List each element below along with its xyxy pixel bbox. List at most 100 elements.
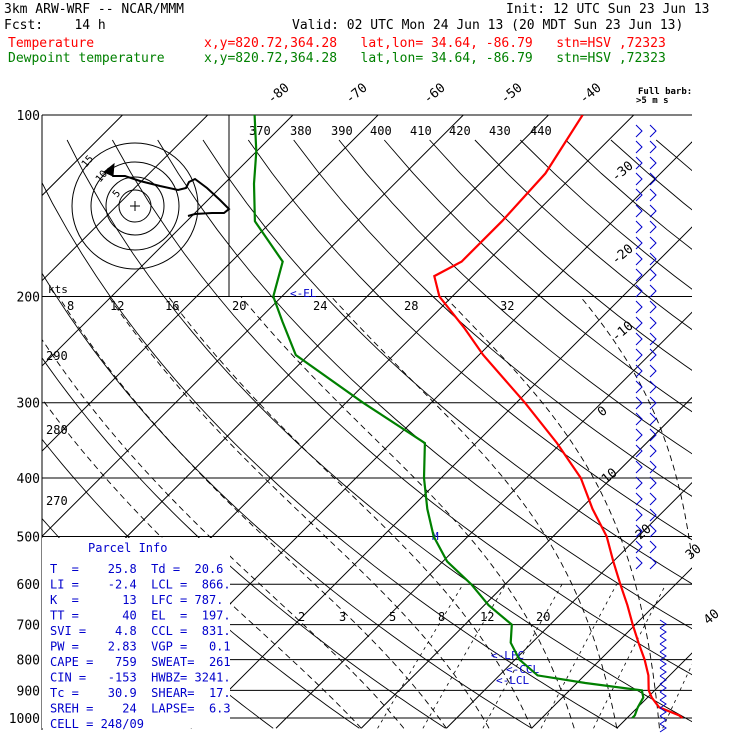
hodo-speed-label: 28: [404, 299, 418, 313]
hodo-speed-label: 32: [500, 299, 514, 313]
hodo-speed-label: 8: [67, 299, 74, 313]
wind-barb-icon: [635, 140, 657, 154]
pressure-tick-label: 700: [17, 619, 40, 634]
wind-barb-icon: [659, 659, 667, 669]
init-time: Init: 12 UTC Sun 23 Jun 13: [506, 2, 710, 17]
isotherm-line: [446, 481, 692, 729]
wind-barb-icon: [635, 156, 657, 170]
isotherm-line: [360, 396, 692, 729]
parcel-row: CAPE = 759 SWEAT= 261: [50, 655, 231, 669]
isotherm-label: 30: [683, 542, 705, 564]
mixing-ratio-line: [593, 584, 667, 729]
wind-barb-icon: [659, 667, 667, 677]
hodo-speed-label: 16: [165, 299, 179, 313]
wind-barb-icon: [635, 172, 657, 186]
wind-barbs: [635, 124, 667, 733]
parcel-row: CELL = 248/09: [50, 717, 144, 731]
wind-barb-icon: [659, 723, 667, 733]
parcel-row: LI = -2.4 LCL = 866.: [50, 578, 231, 592]
isotherm-line: [42, 115, 294, 367]
dry-adiabat-line: [519, 139, 692, 290]
isotherm-line: [42, 115, 549, 623]
hodograph-trace: [107, 167, 231, 217]
mixing-ratio-line: [377, 583, 464, 729]
dewpoint-location: x,y=820.72,364.28 lat,lon= 34.64, -86.79…: [204, 51, 666, 66]
pressure-tick-label: 800: [17, 654, 40, 669]
isotherm-label: 20: [633, 522, 655, 544]
wind-barb-icon: [635, 556, 657, 570]
theta-e-label: 410: [410, 124, 432, 138]
parcel-row: T = 25.8 Td = 20.6: [50, 562, 223, 576]
isotherm-label: -20: [609, 241, 637, 268]
moist-adiabat-line: [579, 296, 692, 562]
parcel-title: Parcel Info: [88, 541, 167, 555]
theta-e-label: 400: [370, 124, 392, 138]
hodo-units: kts: [48, 283, 68, 296]
wind-barb-icon: [635, 476, 657, 490]
parcel-row: PW = 2.83 VGP = 0.1: [50, 640, 231, 654]
dry-adiabat-line: [293, 139, 692, 497]
theta-e-label: 390: [331, 124, 353, 138]
wind-barb-icon: [659, 699, 667, 709]
dry-adiabat-line: [610, 139, 692, 211]
wind-barb-icon: [659, 643, 667, 653]
isotherm-label: 0: [595, 404, 611, 421]
wind-barb-icon: [635, 364, 657, 378]
wind-barb-icon: [659, 619, 667, 629]
parcel-row: CIN = -153 HWBZ= 3241.: [50, 671, 231, 685]
wind-barb-icon: [659, 675, 667, 685]
dry-adiabat-line: [157, 139, 692, 630]
wind-barb-icon: [659, 691, 667, 701]
barb-legend-value: >5 m s: [636, 96, 669, 106]
wind-barb-icon: [635, 348, 657, 362]
mixing-ratio-label: 12: [480, 610, 494, 624]
dry-adiabat-line: [42, 181, 619, 729]
moist-adiabat-line: [444, 296, 660, 729]
isotherm-label: -60: [421, 80, 449, 107]
dry-adiabat-line: [247, 139, 692, 541]
temperature-location: x,y=820.72,364.28 lat,lon= 34.64, -86.79…: [204, 36, 666, 51]
forecast-hour: Fcst: 14 h: [4, 18, 106, 33]
pressure-tick-label: 500: [17, 530, 40, 545]
wind-barb-icon: [635, 460, 657, 474]
theta-e-label: 370: [249, 124, 271, 138]
valid-time: Valid: 02 UTC Mon 24 Jun 13 (20 MDT Sun …: [292, 18, 684, 33]
hodo-speed-label: 20: [232, 299, 246, 313]
pressure-tick-label: 100: [17, 109, 40, 124]
wind-barb-icon: [635, 236, 657, 250]
hodo-speed-label: 12: [110, 299, 124, 313]
hodo-ring-label: 5: [111, 188, 123, 200]
isotherm-line: [190, 226, 692, 729]
wind-barb-icon: [659, 627, 667, 637]
theta-label: 270: [46, 494, 68, 508]
wind-barb-icon: [635, 300, 657, 314]
dewpoint-profile-line: [252, 115, 645, 719]
hodograph-arrow-icon: [103, 162, 115, 177]
mixing-ratio-line: [540, 584, 618, 729]
parcel-row: K = 13 LFC = 787.: [50, 593, 223, 607]
hodo-ring-label: 15: [80, 154, 96, 170]
moist-adiabat-line: [58, 296, 447, 729]
mixing-ratio-label: 5: [389, 610, 396, 624]
moist-adiabat-line: [714, 297, 740, 729]
barb-legend-title: Full barb:: [638, 87, 692, 97]
mixing-ratio-line: [662, 663, 692, 729]
dry-adiabat-line: [112, 139, 692, 676]
isotherm-line: [42, 115, 464, 538]
wind-barb-icon: [635, 540, 657, 554]
isotherm-label: -70: [343, 80, 371, 107]
wind-barb-icon: [635, 284, 657, 298]
dry-adiabat-line: [383, 139, 692, 413]
dry-adiabat-line: [429, 139, 692, 371]
isotherm-label: -30: [609, 158, 637, 185]
parcel-row: SREH = 24 LAPSE= 6.3: [50, 702, 231, 716]
wind-barb-icon: [635, 444, 657, 458]
pressure-tick-label: 200: [17, 291, 40, 306]
dry-adiabat-line: [202, 139, 692, 585]
wind-barb-icon: [635, 492, 657, 506]
wind-barb-icon: [635, 332, 657, 346]
wind-barb-icon: [659, 707, 667, 717]
dry-adiabat-line: [66, 139, 692, 723]
hodograph: 5 10 15 kts: [48, 142, 231, 296]
